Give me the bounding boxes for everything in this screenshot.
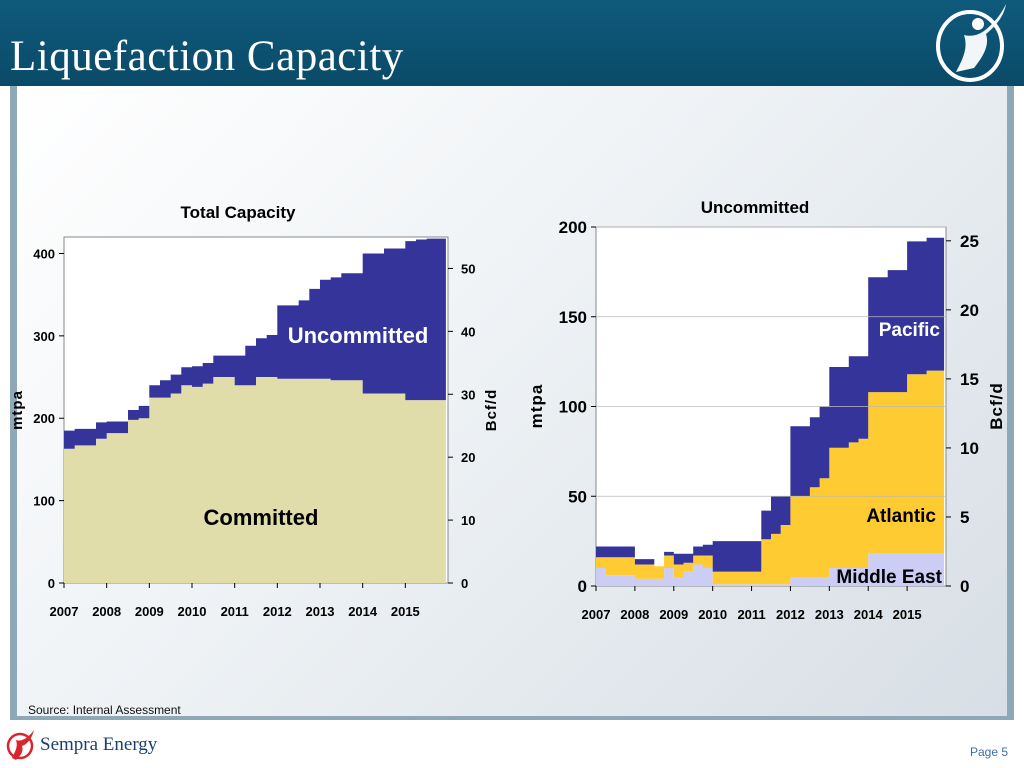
total-capacity-title: Total Capacity <box>181 203 296 222</box>
total-capacity-chart: Total Capacity 0 100 200 300 400 0 10 20 30 40 50… <box>9 203 500 619</box>
uncommitted-xtick-label: 2009 <box>659 607 688 622</box>
uncommitted-xtick-label: 2011 <box>737 607 765 622</box>
total-capacity-y-ticks: 0 100 200 300 400 <box>33 246 64 591</box>
total-capacity-xtick-label: 2009 <box>135 604 164 619</box>
source-note: Source: Internal Assessment <box>28 703 181 717</box>
total-capacity-uncommitted-area <box>64 238 446 449</box>
atlantic-area-label: Atlantic <box>866 506 936 527</box>
title-bar: Liquefaction Capacity <box>0 0 1024 86</box>
uncommitted-xtick-label: 2008 <box>620 607 649 622</box>
uncommitted-xtick-label: 2014 <box>854 607 884 622</box>
total-capacity-committed-area <box>64 377 446 583</box>
total-capacity-ytick-label: 400 <box>33 246 55 261</box>
uncommitted-chart: Uncommitted 0 50 100 150 200 0 5 10 15 20 25 2007… <box>527 198 1006 622</box>
uncommitted-areas <box>596 237 945 586</box>
uncommitted-ytick-label: 50 <box>568 487 587 506</box>
total-capacity-xtick-label: 2012 <box>263 604 292 619</box>
uncommitted-y2tick-label: 20 <box>960 301 979 320</box>
total-capacity-ytick-label: 300 <box>33 329 55 344</box>
total-capacity-areas <box>64 238 446 583</box>
sempra-footer-logo-icon <box>6 730 34 760</box>
uncommitted-y2tick-label: 15 <box>960 370 979 389</box>
total-capacity-ylabel: mtpa <box>9 390 26 430</box>
company-name: Sempra Energy <box>40 734 158 755</box>
uncommitted-y2label: Bcf/d <box>987 382 1006 430</box>
total-capacity-y2tick-label: 30 <box>461 387 475 402</box>
sempra-footer-logo: Sempra Energy <box>4 728 164 764</box>
uncommitted-x-ticks: 2007 2008 2009 2010 2011 2012 2013 2014 2015 <box>582 586 922 622</box>
uncommitted-title: Uncommitted <box>701 198 810 217</box>
uncommitted-ytick-label: 150 <box>559 308 587 327</box>
total-capacity-y2tick-label: 0 <box>461 576 468 591</box>
total-capacity-ytick-label: 200 <box>33 411 55 426</box>
uncommitted-y2tick-label: 10 <box>960 439 979 458</box>
total-capacity-y2tick-label: 20 <box>461 450 475 465</box>
total-capacity-y2tick-label: 10 <box>461 513 475 528</box>
middle-east-area-label: Middle East <box>836 567 942 588</box>
uncommitted-y2tick-label: 25 <box>960 232 979 251</box>
uncommitted-y-ticks: 0 50 100 150 200 <box>559 218 946 596</box>
total-capacity-xtick-label: 2010 <box>178 604 207 619</box>
uncommitted-xtick-label: 2015 <box>893 607 922 622</box>
uncommitted-pacific-area <box>596 237 945 572</box>
uncommitted-area-label: Uncommitted <box>288 323 429 348</box>
total-capacity-xtick-label: 2011 <box>221 604 249 619</box>
uncommitted-ytick-label: 0 <box>578 577 587 596</box>
uncommitted-xtick-label: 2012 <box>776 607 805 622</box>
total-capacity-ytick-label: 0 <box>48 576 55 591</box>
total-capacity-y2label: Bcf/d <box>483 389 500 432</box>
pacific-area-label: Pacific <box>879 320 941 341</box>
uncommitted-middle-east-area <box>596 553 945 586</box>
uncommitted-atlantic-area <box>596 370 945 585</box>
uncommitted-xtick-label: 2013 <box>815 607 844 622</box>
total-capacity-y2tick-label: 50 <box>461 261 475 276</box>
slide-title: Liquefaction Capacity <box>10 33 404 80</box>
uncommitted-ytick-label: 100 <box>559 398 587 417</box>
sempra-logo-icon <box>936 4 1006 82</box>
content-bottom-border <box>10 716 1014 720</box>
committed-area-label: Committed <box>204 505 319 530</box>
uncommitted-y2-ticks: 0 5 10 15 20 25 <box>946 232 979 596</box>
uncommitted-ylabel: mtpa <box>527 384 546 429</box>
uncommitted-ytick-label: 200 <box>559 218 587 237</box>
uncommitted-xtick-label: 2010 <box>698 607 727 622</box>
total-capacity-xtick-label: 2007 <box>50 604 79 619</box>
uncommitted-y2tick-label: 5 <box>960 508 969 527</box>
total-capacity-y2tick-label: 40 <box>461 324 475 339</box>
total-capacity-x-ticks: 2007 2008 2009 2010 2011 2012 2013 2014 2015 <box>50 583 420 619</box>
uncommitted-y2tick-label: 0 <box>960 577 969 596</box>
uncommitted-xtick-label: 2007 <box>582 607 611 622</box>
total-capacity-y2-ticks: 0 10 20 30 40 50 <box>448 261 475 591</box>
page-number: Page 5 <box>970 745 1009 759</box>
total-capacity-xtick-label: 2013 <box>306 604 335 619</box>
total-capacity-xtick-label: 2015 <box>391 604 420 619</box>
total-capacity-ytick-label: 100 <box>33 494 55 509</box>
total-capacity-xtick-label: 2014 <box>348 604 378 619</box>
total-capacity-xtick-label: 2008 <box>92 604 121 619</box>
